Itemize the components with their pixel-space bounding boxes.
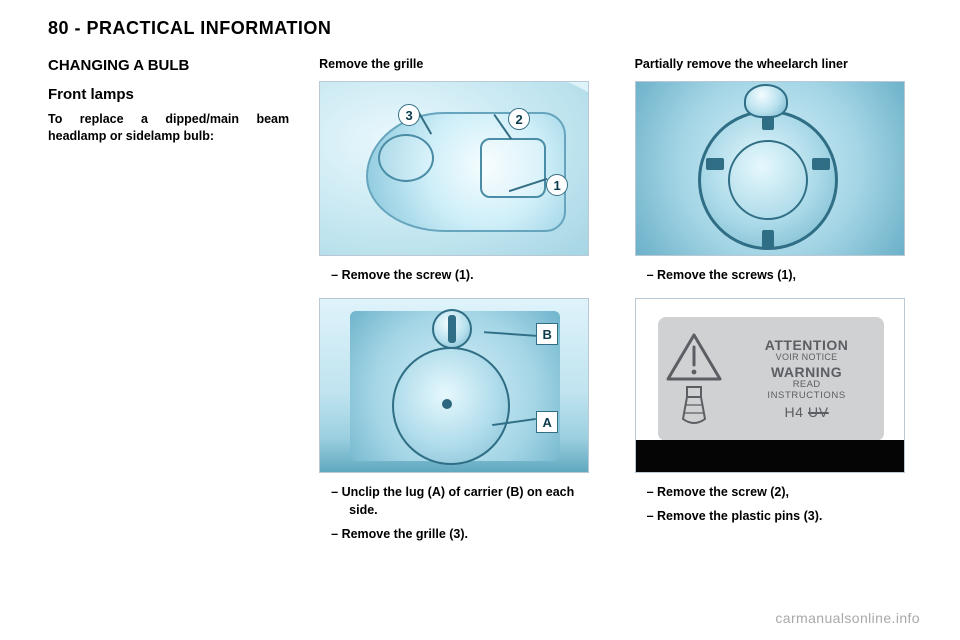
warning-label-text: ATTENTION VOIR NOTICE WARNING READ INSTR… [730, 317, 884, 441]
clip-bottom [762, 230, 774, 248]
page-number: 80 [48, 18, 69, 38]
spacer [319, 290, 604, 298]
body-columns: CHANGING A BULB Front lamps To replace a… [48, 57, 920, 550]
warning-line-2: VOIR NOTICE [776, 353, 838, 363]
column-middle: Remove the grille 1 2 3 Remove the screw… [319, 57, 604, 550]
right-step-3: Remove the plastic pins (3). [635, 507, 920, 525]
figure-grille-clip: A B [319, 298, 589, 473]
clip-left [706, 158, 724, 170]
section-title: CHANGING A BULB [48, 57, 289, 74]
black-band [636, 440, 904, 472]
right-heading: Partially remove the wheelarch liner [635, 57, 920, 71]
callout-2: 2 [508, 108, 530, 130]
callout-3: 3 [398, 104, 420, 126]
mid-step-2: Unclip the lug (A) of carrier (B) on eac… [319, 483, 604, 519]
header-title: PRACTICAL INFORMATION [87, 18, 332, 38]
warning-line-1: ATTENTION [765, 338, 849, 353]
watermark: carmanualsonline.info [775, 610, 920, 626]
column-left: CHANGING A BULB Front lamps To replace a… [48, 57, 289, 550]
warning-triangle-icon [658, 317, 730, 441]
callout-a: A [536, 411, 558, 433]
figure-wheelarch-liner [635, 81, 905, 256]
subsection-title: Front lamps [48, 86, 289, 103]
warning-line-5: INSTRUCTIONS [767, 391, 845, 401]
intro-text: To replace a dipped/main beam headlamp o… [48, 111, 289, 145]
page-header: 80 - PRACTICAL INFORMATION [48, 18, 920, 39]
spacer [635, 290, 920, 298]
warning-line-3: WARNING [771, 365, 842, 380]
knob-slot [448, 315, 456, 343]
mid-heading: Remove the grille [319, 57, 604, 71]
knob-top [744, 84, 788, 118]
header-separator: - [69, 18, 87, 38]
warning-label-panel: ATTENTION VOIR NOTICE WARNING READ INSTR… [658, 317, 884, 441]
warning-line-6: H4 UV [784, 405, 828, 420]
figure-warning-label: ATTENTION VOIR NOTICE WARNING READ INSTR… [635, 298, 905, 473]
page: 80 - PRACTICAL INFORMATION CHANGING A BU… [0, 0, 960, 640]
inner-ring [728, 140, 808, 220]
mid-step-1: Remove the screw (1). [319, 266, 604, 284]
warning-line-6a: H4 [784, 404, 808, 420]
right-step-1: Remove the screws (1), [635, 266, 920, 284]
callout-1: 1 [546, 174, 568, 196]
callout-b: B [536, 323, 558, 345]
headlamp-inner-2 [378, 134, 434, 182]
figure-headlamp: 1 2 3 [319, 81, 589, 256]
clip-right [812, 158, 830, 170]
warning-line-6b: UV [808, 404, 829, 420]
mid-step-3: Remove the grille (3). [319, 525, 604, 543]
right-step-2: Remove the screw (2), [635, 483, 920, 501]
column-right: Partially remove the wheelarch liner Rem… [635, 57, 920, 550]
